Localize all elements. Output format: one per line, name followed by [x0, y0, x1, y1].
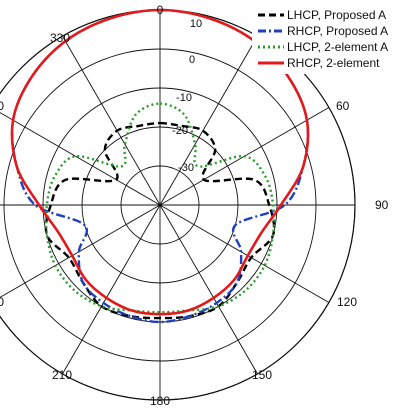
grid-spoke-120 — [159, 204, 330, 303]
legend-label-lhcp-2element: LHCP, 2-element A — [287, 40, 388, 54]
radial-label-0: 0 — [189, 54, 195, 66]
angle-label-330: 330 — [50, 31, 70, 45]
legend: LHCP, Proposed A RHCP, Proposed A LHCP, … — [252, 4, 410, 74]
angle-label-210: 210 — [52, 368, 72, 382]
polar-grid — [0, 9, 356, 401]
angle-label-60: 60 — [336, 99, 350, 113]
angle-label-90: 90 — [375, 198, 389, 212]
radial-label-minus20: -20 — [172, 125, 188, 137]
grid-spoke-300 — [0, 112, 161, 206]
legend-label-lhcp-proposed: LHCP, Proposed A — [287, 8, 386, 22]
angle-label-240: 240 — [0, 295, 4, 309]
grid-spoke-150 — [159, 204, 258, 375]
angle-label-0: 0 — [157, 3, 164, 17]
radial-label-10: 10 — [190, 18, 202, 30]
grid-spoke-30 — [159, 35, 258, 206]
angle-label-150: 150 — [252, 368, 272, 382]
angle-label-120: 120 — [337, 295, 357, 309]
grid-spoke-240 — [0, 204, 161, 298]
series-line-0 — [44, 121, 276, 320]
series-line-2 — [44, 102, 276, 314]
angle-label-300: 300 — [0, 99, 4, 113]
grid-spoke-330 — [62, 35, 161, 206]
radial-label-minus30: -30 — [178, 162, 194, 174]
series-line-3 — [10, 8, 310, 316]
series-layer — [10, 8, 310, 324]
radial-label-minus10: -10 — [176, 92, 192, 104]
grid-spoke-210 — [62, 204, 161, 375]
legend-label-rhcp-proposed: RHCP, Proposed A — [287, 24, 388, 38]
legend-label-rhcp-2element: RHCP, 2-element — [287, 56, 380, 70]
angle-label-180: 180 — [150, 394, 170, 408]
